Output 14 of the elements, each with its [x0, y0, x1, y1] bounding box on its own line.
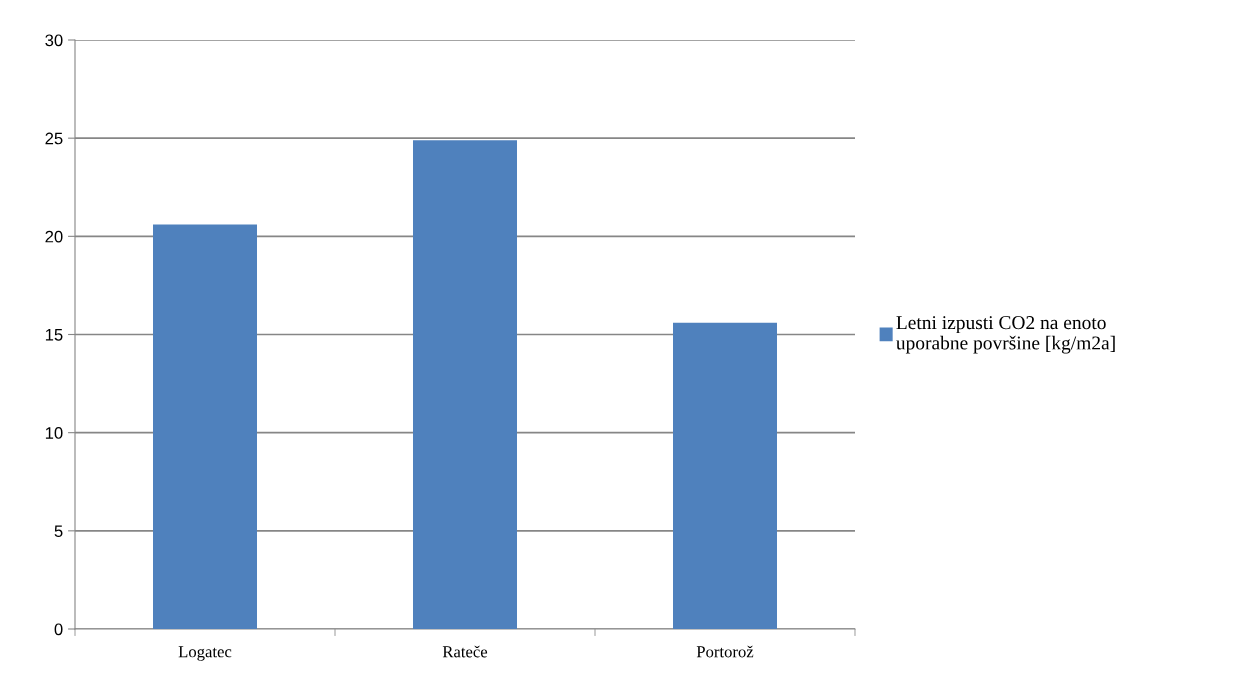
y-tick-label: 30: [45, 34, 63, 47]
y-tick-label: 0: [54, 623, 63, 636]
legend-label: Letni izpusti CO2 na enoto uporabne površine [kg/m2a]: [896, 316, 1115, 354]
x-tick-label: Logatec: [178, 646, 232, 661]
y-tick-label: 20: [45, 230, 63, 243]
y-tick-label: 15: [45, 329, 63, 341]
bar: [673, 322, 777, 629]
x-tick-label: Portorož: [696, 645, 754, 658]
y-tick-label: 25: [45, 132, 63, 145]
y-tick-label: 10: [45, 427, 63, 439]
y-tick-label: 5: [54, 525, 63, 538]
x-tick-label: Rateče: [442, 645, 488, 658]
bar: [153, 224, 257, 629]
bar: [413, 140, 517, 629]
